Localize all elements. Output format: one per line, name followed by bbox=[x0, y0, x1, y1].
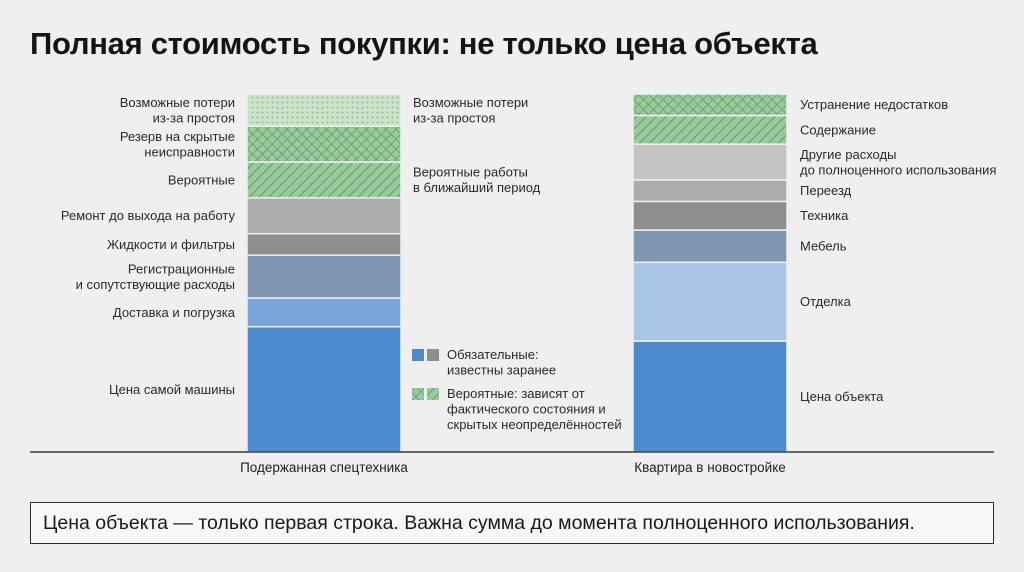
stacked-bar-chart: Цена самой машины Доставка и погрузка Реги… bbox=[30, 93, 996, 475]
page-title: Полная стоимость покупки: не только цена… bbox=[30, 26, 818, 61]
bar-segment bbox=[246, 161, 402, 199]
footnote-box: Цена объекта — только первая строка. Важ… bbox=[30, 502, 994, 544]
bar-segment bbox=[632, 261, 788, 342]
bar-segment bbox=[632, 114, 788, 145]
bar-segment bbox=[246, 93, 402, 127]
segment-label: Мебель bbox=[800, 239, 847, 254]
bar-segment bbox=[246, 254, 402, 299]
bar-segment bbox=[246, 297, 402, 328]
legend-swatch-gray bbox=[427, 349, 439, 361]
segment-label: Доставка и погрузка bbox=[113, 305, 236, 320]
segment-label: Регистрационные и сопутствующие расходы bbox=[76, 261, 235, 292]
bracket-label: Вероятные работы в ближайший период bbox=[413, 165, 541, 196]
bar-segment bbox=[246, 325, 402, 453]
legend-label: Вероятные: зависят от фактического состоя… bbox=[447, 386, 622, 432]
bar-segment bbox=[246, 197, 402, 235]
segment-label: Переезд bbox=[800, 183, 852, 198]
segment-label: Содержание bbox=[800, 122, 876, 137]
segment-label: Другие расходы до полноценного использова… bbox=[800, 147, 996, 178]
segment-label: Резерв на скрытые неисправности bbox=[120, 129, 235, 160]
bar-segment bbox=[632, 340, 788, 453]
bar-segment bbox=[632, 93, 788, 117]
bar-segment bbox=[246, 232, 402, 256]
bar-segment bbox=[632, 200, 788, 231]
segment-label: Техника bbox=[800, 208, 849, 223]
bar-segment bbox=[632, 229, 788, 264]
segment-label: Жидкости и фильтры bbox=[107, 237, 235, 252]
segment-label: Возможные потери из-за простоя bbox=[120, 95, 235, 126]
segment-label: Устранение недостатков bbox=[800, 97, 948, 112]
bracket-label: Возможные потери из-за простоя bbox=[413, 95, 528, 126]
legend-swatch-hatch bbox=[427, 388, 439, 400]
segment-label: Ремонт до выхода на работу bbox=[61, 208, 236, 223]
legend-swatch-crosshatch bbox=[412, 388, 424, 400]
legend-swatch-blue bbox=[412, 349, 424, 361]
bar-segment bbox=[632, 143, 788, 181]
legend-label: Обязательные: известны заранее bbox=[447, 347, 556, 378]
category-label: Подержанная спецтехника bbox=[240, 460, 408, 475]
segment-label: Отделка bbox=[800, 294, 852, 309]
segment-label: Вероятные bbox=[168, 172, 235, 187]
segment-label: Цена объекта bbox=[800, 389, 884, 404]
bar-segment bbox=[246, 125, 402, 163]
category-label: Квартира в новостройке bbox=[634, 460, 786, 475]
bar-segment bbox=[632, 179, 788, 203]
segment-label: Цена самой машины bbox=[109, 382, 235, 397]
